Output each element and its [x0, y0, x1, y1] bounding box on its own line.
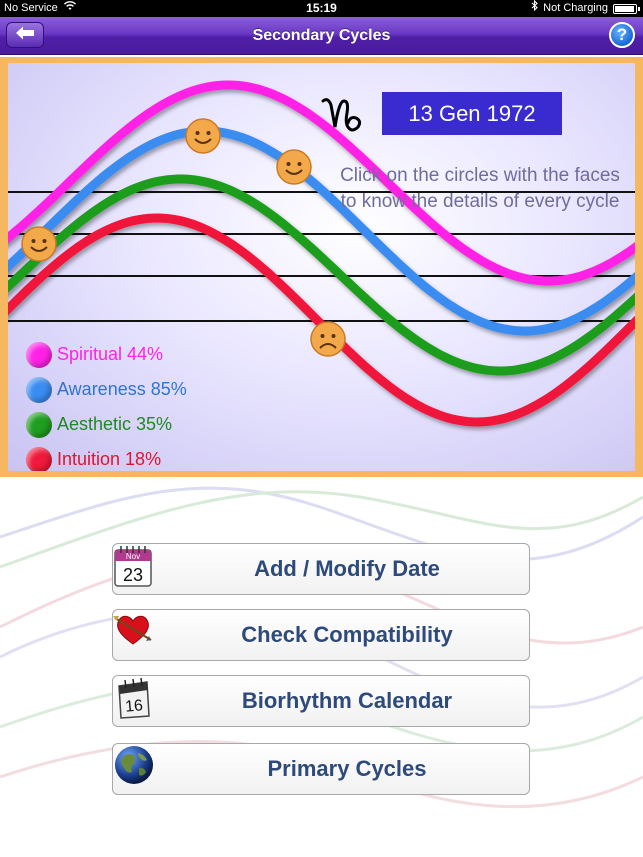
page-title: Secondary Cycles [252, 27, 391, 44]
smiley-face-icon[interactable] [21, 226, 57, 262]
carrier-label: No Service [4, 2, 58, 14]
primary-cycles-button[interactable]: Primary Cycles [112, 743, 530, 795]
desk-calendar-day: 16 [124, 697, 143, 715]
spiritual-curve [8, 80, 635, 286]
biorhythm-calendar-button[interactable]: 16 Biorhythm Calendar [112, 675, 530, 727]
desk-calendar-icon: 16 [118, 677, 230, 723]
legend-item-spiritual: Spiritual 44% [26, 337, 187, 372]
chart-legend: Spiritual 44% Awareness 85% Aesthetic 35… [26, 337, 187, 471]
clock: 15:19 [306, 1, 337, 15]
button-label: Biorhythm Calendar [241, 688, 453, 713]
legend-label: Intuition 18% [57, 449, 162, 469]
battery-icon [613, 3, 640, 14]
legend-item-intuition: Intuition 18% [26, 442, 187, 471]
background-waves [0, 486, 643, 809]
legend-item-awareness: Awareness 85% [26, 372, 187, 407]
status-bar: No Service 15:19 Not Charging [0, 0, 643, 17]
calendar-day: 23 [123, 565, 143, 585]
smiley-face-icon[interactable] [185, 118, 221, 154]
legend-dot [26, 376, 52, 403]
capricorn-icon [320, 93, 364, 137]
hint-text: Click on the circles with the faces to k… [340, 165, 620, 212]
globe-icon [115, 746, 256, 791]
calendar-month: Nov [126, 552, 140, 561]
button-label: Add / Modify Date [254, 556, 440, 581]
menu-area: Nov 23 Add / Modify Date Check Compatibi… [0, 477, 643, 857]
back-button[interactable] [6, 22, 44, 48]
chart-frame: 13 Gen 1972 Click on the circles with th… [0, 57, 643, 477]
charging-label: Not Charging [543, 2, 608, 14]
heart-arrow-icon [113, 613, 229, 657]
add-modify-date-button[interactable]: Nov 23 Add / Modify Date [112, 543, 530, 595]
back-arrow-icon [14, 25, 36, 46]
legend-dot [26, 411, 52, 438]
biorhythm-chart: 13 Gen 1972 Click on the circles with th… [8, 63, 635, 471]
legend-dot [26, 341, 52, 368]
legend-dot [26, 446, 52, 471]
button-label: Check Compatibility [241, 622, 453, 647]
legend-label: Aesthetic 35% [57, 414, 173, 434]
navigation-bar: Secondary Cycles ? [0, 17, 643, 55]
smiley-face-icon[interactable] [276, 149, 312, 185]
birth-date-label[interactable]: 13 Gen 1972 [382, 92, 562, 135]
wifi-icon [63, 0, 77, 17]
help-button[interactable]: ? [609, 22, 635, 48]
calendar-icon: Nov 23 [114, 546, 242, 591]
aesthetic-curve [8, 174, 635, 376]
legend-item-aesthetic: Aesthetic 35% [26, 407, 187, 442]
legend-label: Awareness 85% [57, 379, 187, 399]
awareness-curve [8, 126, 635, 336]
sad-face-icon[interactable] [310, 321, 346, 357]
check-compatibility-button[interactable]: Check Compatibility [112, 609, 530, 661]
legend-label: Spiritual 44% [57, 344, 164, 364]
bluetooth-icon [531, 0, 538, 17]
button-label: Primary Cycles [267, 756, 427, 781]
